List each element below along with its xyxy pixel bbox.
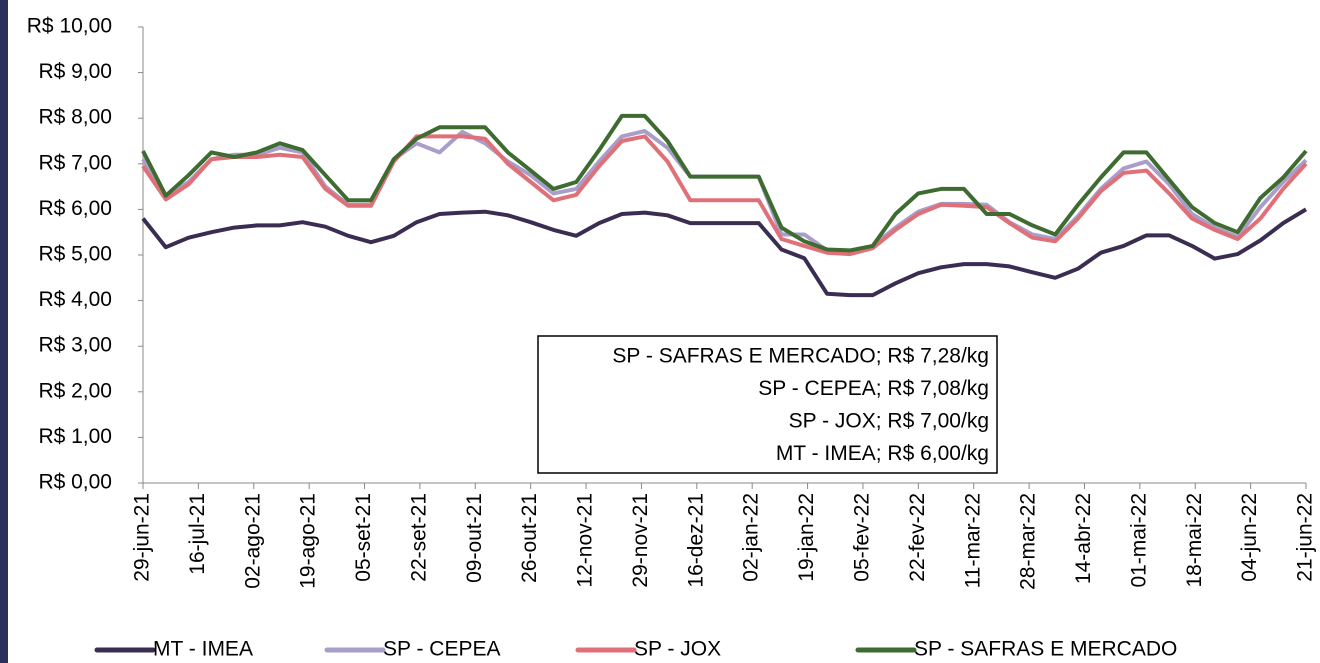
x-tick-label: 05-fev-22 (850, 493, 873, 582)
y-tick-label: R$ 4,00 (38, 288, 112, 311)
y-tick-label: R$ 9,00 (38, 60, 112, 83)
annotation: SP - JOX; R$ 7,00/kg (789, 410, 989, 433)
x-tick-label: 29-nov-21 (629, 493, 652, 588)
series-line (141, 134, 1308, 257)
y-tick-label: R$ 0,00 (38, 471, 112, 494)
legend-label: MT - IMEA (153, 638, 253, 661)
x-tick-label: 02-jan-22 (740, 493, 763, 582)
x-tick-label: 04-jun-22 (1238, 493, 1261, 582)
y-tick-label: R$ 7,00 (38, 151, 112, 174)
x-tick-label: 05-set-21 (352, 493, 375, 582)
x-tick-label: 19-jan-22 (795, 493, 818, 582)
x-tick-label: 22-set-21 (407, 493, 430, 582)
legend-label: SP - JOX (634, 638, 721, 661)
x-tick-label: 18-mai-22 (1183, 493, 1206, 588)
x-tick-label: 14-abr-22 (1072, 493, 1095, 584)
series-line (141, 113, 1308, 253)
y-tick-label: R$ 6,00 (38, 197, 112, 220)
x-tick-label: 01-mai-22 (1127, 493, 1150, 588)
x-tick-label: 16-jul-21 (186, 493, 209, 575)
x-tick-label: 19-ago-21 (297, 493, 320, 589)
legend-label: SP - CEPEA (383, 638, 501, 661)
x-tick-label: 12-nov-21 (574, 493, 597, 588)
x-tick-label: 21-jun-22 (1294, 493, 1317, 582)
x-tick-label: 29-jun-21 (131, 493, 154, 582)
annotation: SP - SAFRAS E MERCADO; R$ 7,28/kg (612, 345, 989, 368)
x-tick-label: 16-dez-21 (684, 493, 707, 588)
side-bar (0, 0, 8, 663)
y-tick-label: R$ 3,00 (38, 334, 112, 357)
x-tick-label: 26-out-21 (518, 493, 541, 583)
y-tick-label: R$ 2,00 (38, 379, 112, 402)
y-tick-label: R$ 5,00 (38, 243, 112, 266)
y-tick-label: R$ 10,00 (27, 15, 112, 38)
annotation-box (537, 335, 998, 474)
annotation: SP - CEPEA; R$ 7,08/kg (758, 377, 989, 400)
x-tick-label: 02-ago-21 (241, 493, 264, 589)
x-tick-label: 28-mar-22 (1017, 493, 1040, 590)
y-tick-label: R$ 1,00 (38, 425, 112, 448)
legend-label: SP - SAFRAS E MERCADO (914, 638, 1177, 661)
series-line (141, 129, 1308, 255)
y-tick-label: R$ 8,00 (38, 106, 112, 129)
annotation: MT - IMEA; R$ 6,00/kg (776, 442, 989, 465)
x-tick-label: 09-out-21 (463, 493, 486, 583)
x-tick-label: 11-mar-22 (961, 493, 984, 588)
x-tick-label: 22-fev-22 (906, 493, 929, 582)
series-line (141, 207, 1308, 298)
